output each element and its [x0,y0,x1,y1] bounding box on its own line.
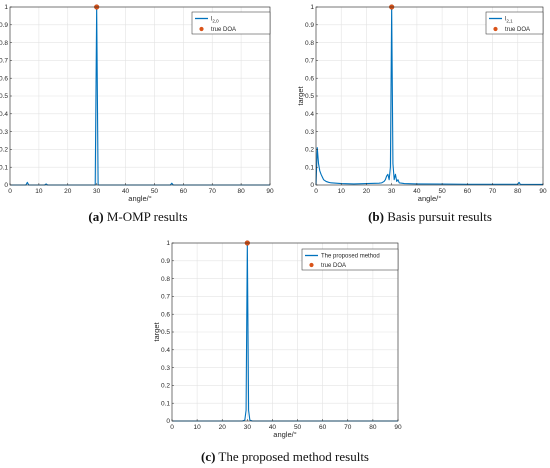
panel-caption: (a) M-OMP results [88,209,187,224]
legend-marker-swatch [199,26,204,32]
y-tick-label: 0.8 [305,40,314,47]
y-tick-label: 1 [310,4,314,11]
x-tick-label: 90 [394,424,402,431]
legend-marker-swatch [309,262,314,268]
chart-panel-c: 0 10 20 30 40 50 60 70 80 90 0 0.1 0.2 0.3 0.4 0.5 0.6 0.… [152,240,402,464]
y-tick-label: 0.9 [161,258,170,265]
x-axis-label: angle/° [273,430,296,439]
x-tick-label: 80 [514,188,522,195]
x-tick-label: 50 [294,424,302,431]
y-tick-label: 0.1 [0,164,8,171]
x-tick-label: 80 [237,188,245,195]
y-tick-label: 1 [4,4,8,11]
y-tick-label: 0.7 [161,294,170,301]
x-tick-label: 0 [314,188,318,195]
y-tick-label: 0.4 [0,111,8,118]
legend-label-true-doa: true DOA [505,27,530,33]
legend-box [485,11,544,35]
y-tick-label: 0.3 [305,129,314,136]
x-tick-label: 0 [170,424,174,431]
x-tick-label: 80 [369,424,377,431]
y-tick-label: 0.7 [305,58,314,65]
x-tick-label: 0 [8,188,12,195]
x-tick-label: 10 [35,188,43,195]
x-tick-label: 10 [338,188,346,195]
y-tick-label: 1 [166,240,170,247]
legend-label-series: The proposed method [321,254,380,260]
x-tick-label: 20 [363,188,371,195]
y-tick-label: 0.1 [305,164,314,171]
y-tick-label: 0.5 [0,93,8,100]
y-tick-label: 0.8 [0,40,8,47]
y-tick-label: 0.2 [0,147,8,154]
y-tick-label: 0.9 [0,22,8,29]
y-tick-label: 0.2 [305,147,314,154]
legend: l2,0 true DOA [191,11,271,35]
x-tick-label: 70 [344,424,352,431]
legend-label-series: l2,0 [211,17,219,24]
x-tick-label: 70 [209,188,217,195]
panel-caption: (c) The proposed method results [201,449,369,464]
y-tick-label: 0.5 [305,93,314,100]
y-tick-label: 0.4 [161,347,170,354]
y-tick-label: 0 [310,182,314,189]
legend-label-true-doa: true DOA [211,27,236,33]
x-tick-label: 20 [64,188,72,195]
legend-box [191,11,271,35]
x-tick-label: 40 [122,188,130,195]
y-tick-label: 0.6 [305,75,314,82]
x-tick-label: 60 [319,424,327,431]
legend: The proposed method true DOA [301,248,399,271]
legend-label-series: l2,1 [505,17,513,24]
y-tick-label: 0 [166,418,170,425]
legend: l2,1 true DOA [485,11,544,35]
series-line [315,6,544,186]
x-tick-label: 30 [244,424,252,431]
y-axis-label: target [296,85,305,105]
y-tick-label: 0.7 [0,58,8,65]
y-tick-label: 0.6 [161,311,170,318]
y-tick-label: 0.3 [0,129,8,136]
y-axis-label: target [152,321,161,341]
chart-panel-a: 0 10 20 30 40 50 60 70 80 90 0 0.1 0.2 0.3 0.4 0.5 0.6 0.… [0,4,274,224]
x-tick-label: 50 [151,188,159,195]
x-tick-label: 20 [219,424,227,431]
y-tick-label: 0.8 [161,276,170,283]
y-tick-label: 0.5 [161,329,170,336]
x-tick-label: 90 [539,188,547,195]
y-tick-label: 0 [4,182,8,189]
x-tick-label: 40 [413,188,421,195]
y-tick-label: 0.1 [161,400,170,407]
x-tick-label: 90 [266,188,274,195]
x-axis-label: angle/° [418,194,441,203]
x-tick-label: 10 [193,424,201,431]
y-tick-label: 0.9 [305,22,314,29]
legend-box [301,248,399,271]
panel-caption: (b) Basis pursuit results [368,209,492,224]
y-tick-label: 0.6 [0,75,8,82]
y-tick-label: 0.2 [161,383,170,390]
x-tick-label: 70 [489,188,497,195]
chart-panel-b: 0 10 20 30 40 50 60 70 80 90 0 0.1 0.2 0.3 0.4 0.5 0.6 0.… [296,4,547,224]
x-tick-label: 50 [438,188,446,195]
x-tick-label: 60 [180,188,188,195]
x-tick-label: 60 [464,188,472,195]
x-tick-label: 40 [269,424,277,431]
legend-marker-swatch [493,26,498,32]
x-tick-label: 30 [388,188,396,195]
x-axis-label: angle/° [128,194,151,203]
y-tick-label: 0.3 [161,365,170,372]
legend-label-true-doa: true DOA [321,263,346,269]
x-tick-label: 30 [93,188,101,195]
y-tick-label: 0.4 [305,111,314,118]
